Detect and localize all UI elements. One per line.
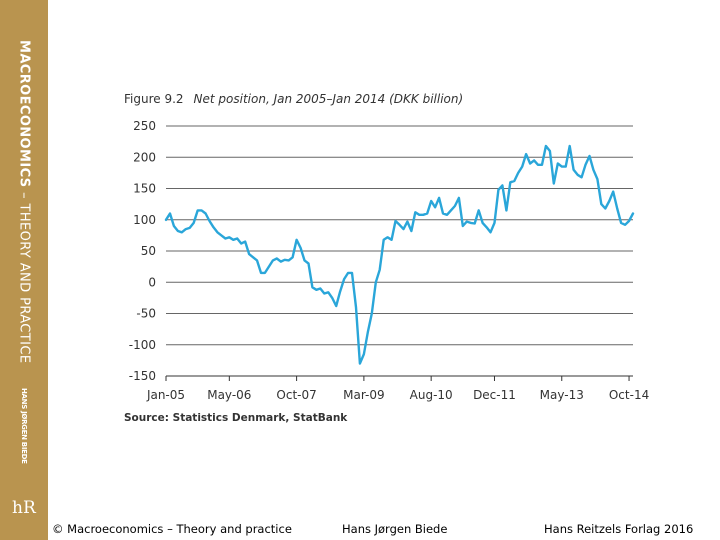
y-tick-label: 150 [133,182,156,196]
sidebar-band [0,0,48,540]
x-tick-label: May-06 [207,388,251,402]
y-tick-label: -150 [129,369,156,383]
y-tick-label: 200 [133,150,156,164]
footer-copyright: © Macroeconomics – Theory and practice [52,522,292,536]
footer-publisher: Hans Reitzels Forlag 2016 [544,522,694,536]
y-tick-label: 100 [133,213,156,227]
y-tick-label: 0 [148,275,156,289]
y-tick-label: 250 [133,119,156,133]
x-tick-label: Oct-14 [609,388,649,402]
x-tick-label: Dec-11 [473,388,516,402]
chart-source: Source: Statistics Denmark, StatBank [124,412,348,424]
y-tick-label: 50 [141,244,156,258]
figure-title: Figure 9.2 Net position, Jan 2005–Jan 201… [124,92,463,106]
x-tick-label: Aug-10 [410,388,453,402]
x-tick-label: May-13 [540,388,584,402]
y-tick-label: -100 [129,338,156,352]
series-line-net-position [164,144,635,365]
chart-title: Net position, Jan 2005–Jan 2014 (DKK bil… [193,92,464,106]
grid-lines [166,125,633,377]
x-tick-label: Mar-09 [343,388,384,402]
series-layer [164,144,635,365]
y-axis-tick-labels: 250 200 150 100 50 0 -50 -100 -150 [129,119,156,383]
x-axis-tick-labels: Jan-05 May-06 Oct-07 Mar-09 Aug-10 Dec-11 May-… [146,388,649,402]
figure-caption: Figure 9.2 [124,92,184,106]
x-axis-ticks [165,376,630,381]
x-tick-label: Jan-05 [146,388,185,402]
x-tick-label: Oct-07 [276,388,316,402]
y-tick-label: -50 [136,307,156,321]
publisher-logo: hR [12,498,36,518]
footer-author: Hans Jørgen Biede [342,522,448,536]
